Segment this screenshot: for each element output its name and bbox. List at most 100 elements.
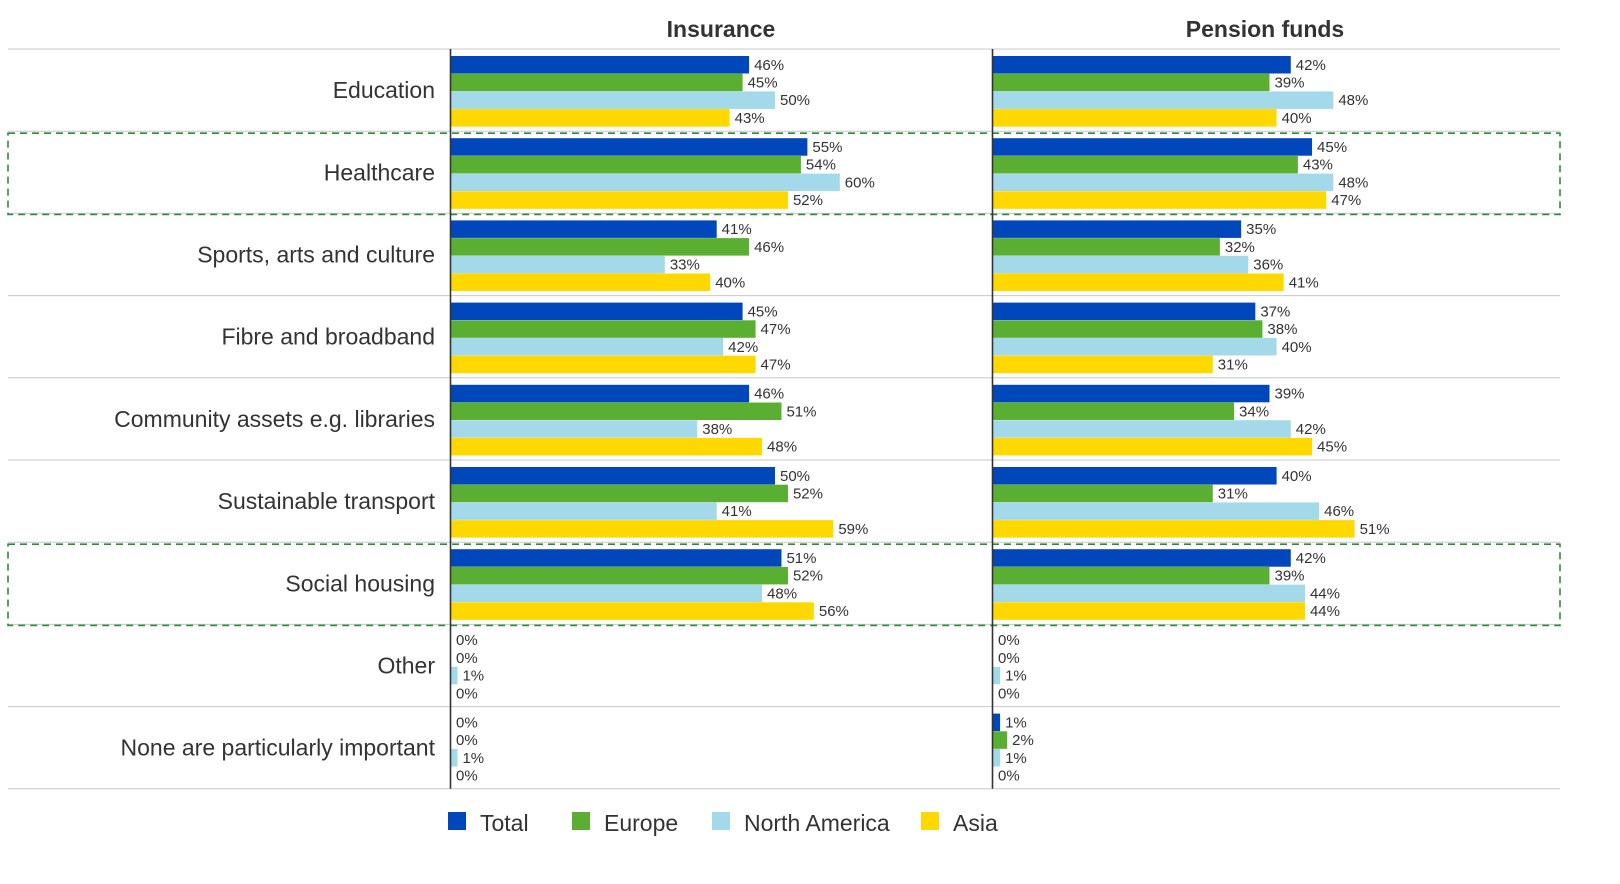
bar-insurance-sports-arts-and-culture-asia bbox=[451, 273, 711, 291]
value-label-insurance-social-housing-asia: 56% bbox=[819, 603, 849, 620]
value-labels: 46%55%41%45%46%50%51%0%0%45%54%46%47%51%… bbox=[456, 57, 1390, 785]
bar-pension-funds-sports-arts-and-culture-total bbox=[993, 220, 1242, 238]
value-label-pension-funds-other-europe: 0% bbox=[998, 650, 1020, 667]
bar-insurance-social-housing-north-america bbox=[451, 584, 763, 603]
bar-insurance-fibre-and-broadband-north-america bbox=[451, 338, 724, 356]
bar-pension-funds-social-housing-total bbox=[993, 549, 1291, 567]
bar-insurance-healthcare-asia bbox=[451, 191, 788, 209]
value-label-insurance-healthcare-asia: 52% bbox=[793, 192, 823, 209]
bar-pension-funds-none-are-particularly-important-north-america bbox=[993, 749, 1001, 767]
bar-insurance-education-asia bbox=[451, 109, 730, 127]
value-label-insurance-sports-arts-and-culture-total: 41% bbox=[722, 221, 752, 238]
bar-pension-funds-sustainable-transport-total bbox=[993, 467, 1277, 485]
value-label-pension-funds-community-assets-e-g-libraries-europe: 34% bbox=[1239, 403, 1269, 420]
value-label-pension-funds-sustainable-transport-europe: 31% bbox=[1218, 485, 1248, 502]
category-label-other: Other bbox=[377, 653, 435, 679]
value-label-insurance-fibre-and-broadband-total: 45% bbox=[748, 303, 778, 320]
bar-pension-funds-community-assets-e-g-libraries-europe bbox=[993, 402, 1235, 420]
value-label-pension-funds-fibre-and-broadband-asia: 31% bbox=[1218, 356, 1248, 373]
bar-pension-funds-sports-arts-and-culture-north-america bbox=[993, 255, 1249, 274]
value-label-pension-funds-healthcare-europe: 43% bbox=[1303, 157, 1333, 174]
panel-axes bbox=[449, 49, 994, 789]
category-label-healthcare: Healthcare bbox=[324, 159, 435, 185]
value-label-pension-funds-sustainable-transport-north-america: 46% bbox=[1324, 503, 1354, 520]
bar-pension-funds-none-are-particularly-important-total bbox=[993, 713, 1001, 732]
bar-insurance-sports-arts-and-culture-north-america bbox=[451, 255, 665, 274]
panel-titles: Insurance Pension funds bbox=[667, 16, 1345, 42]
bar-insurance-sustainable-transport-europe bbox=[451, 484, 788, 503]
value-label-pension-funds-other-total: 0% bbox=[998, 632, 1020, 649]
bar-insurance-social-housing-europe bbox=[451, 566, 788, 585]
legend-label-total: Total bbox=[480, 810, 529, 836]
value-label-pension-funds-sustainable-transport-total: 40% bbox=[1282, 468, 1312, 485]
bar-pension-funds-fibre-and-broadband-europe bbox=[993, 320, 1263, 338]
bar-pension-funds-social-housing-asia bbox=[993, 602, 1305, 620]
value-label-insurance-education-europe: 45% bbox=[748, 74, 778, 91]
value-label-pension-funds-sustainable-transport-asia: 51% bbox=[1360, 521, 1390, 538]
bar-insurance-healthcare-total bbox=[451, 138, 808, 156]
bar-pension-funds-education-asia bbox=[993, 109, 1277, 127]
bar-pension-funds-education-north-america bbox=[993, 91, 1334, 109]
value-label-pension-funds-sports-arts-and-culture-europe: 32% bbox=[1225, 239, 1255, 256]
bar-insurance-community-assets-e-g-libraries-asia bbox=[451, 437, 763, 456]
bar-insurance-community-assets-e-g-libraries-total bbox=[451, 384, 750, 403]
value-label-insurance-healthcare-europe: 54% bbox=[806, 157, 836, 174]
bar-pension-funds-sustainable-transport-north-america bbox=[993, 502, 1320, 520]
bar-insurance-fibre-and-broadband-asia bbox=[451, 355, 756, 374]
bar-insurance-community-assets-e-g-libraries-north-america bbox=[451, 420, 698, 438]
value-label-pension-funds-community-assets-e-g-libraries-total: 39% bbox=[1275, 386, 1305, 403]
value-label-insurance-education-north-america: 50% bbox=[780, 92, 810, 109]
bars bbox=[451, 56, 1355, 767]
bar-pension-funds-sustainable-transport-europe bbox=[993, 484, 1213, 503]
value-label-insurance-sustainable-transport-europe: 52% bbox=[793, 485, 823, 502]
bar-pension-funds-fibre-and-broadband-asia bbox=[993, 355, 1213, 374]
category-label-none-are-particularly-important: None are particularly important bbox=[121, 735, 436, 761]
legend-label-north-america: North America bbox=[744, 810, 890, 836]
value-label-insurance-sports-arts-and-culture-europe: 46% bbox=[754, 239, 784, 256]
bar-pension-funds-education-europe bbox=[993, 73, 1270, 92]
value-label-insurance-social-housing-north-america: 48% bbox=[767, 585, 797, 602]
category-label-education: Education bbox=[333, 77, 435, 103]
value-label-pension-funds-other-asia: 0% bbox=[998, 685, 1020, 702]
bar-insurance-other-north-america bbox=[451, 666, 458, 685]
value-label-pension-funds-fibre-and-broadband-north-america: 40% bbox=[1282, 339, 1312, 356]
bar-insurance-sports-arts-and-culture-europe bbox=[451, 238, 750, 256]
bar-insurance-fibre-and-broadband-europe bbox=[451, 320, 756, 338]
bar-pension-funds-healthcare-asia bbox=[993, 191, 1327, 209]
bar-pension-funds-community-assets-e-g-libraries-asia bbox=[993, 437, 1313, 456]
value-label-insurance-sports-arts-and-culture-asia: 40% bbox=[715, 274, 745, 291]
legend-label-europe: Europe bbox=[604, 810, 678, 836]
bar-pension-funds-healthcare-total bbox=[993, 138, 1313, 156]
bar-insurance-fibre-and-broadband-total bbox=[451, 302, 743, 321]
value-label-pension-funds-sports-arts-and-culture-asia: 41% bbox=[1289, 274, 1319, 291]
bar-pension-funds-social-housing-europe bbox=[993, 566, 1270, 585]
bar-pension-funds-community-assets-e-g-libraries-total bbox=[993, 384, 1270, 403]
value-label-pension-funds-education-asia: 40% bbox=[1282, 110, 1312, 127]
value-label-pension-funds-sports-arts-and-culture-total: 35% bbox=[1246, 221, 1276, 238]
value-label-pension-funds-education-europe: 39% bbox=[1275, 74, 1305, 91]
value-label-pension-funds-education-north-america: 48% bbox=[1338, 92, 1368, 109]
value-label-pension-funds-community-assets-e-g-libraries-asia: 45% bbox=[1317, 439, 1347, 456]
value-label-insurance-education-total: 46% bbox=[754, 57, 784, 74]
legend-label-asia: Asia bbox=[953, 810, 998, 836]
value-label-pension-funds-none-are-particularly-important-asia: 0% bbox=[998, 767, 1020, 784]
bar-pension-funds-sports-arts-and-culture-asia bbox=[993, 273, 1284, 291]
legend-swatch-total bbox=[448, 812, 466, 830]
value-label-pension-funds-social-housing-asia: 44% bbox=[1310, 603, 1340, 620]
bar-insurance-healthcare-europe bbox=[451, 155, 801, 174]
value-label-pension-funds-sports-arts-and-culture-north-america: 36% bbox=[1253, 257, 1283, 274]
bar-insurance-none-are-particularly-important-north-america bbox=[451, 749, 458, 767]
value-label-pension-funds-education-total: 42% bbox=[1296, 57, 1326, 74]
bar-pension-funds-social-housing-north-america bbox=[993, 584, 1305, 603]
value-label-insurance-community-assets-e-g-libraries-asia: 48% bbox=[767, 439, 797, 456]
bar-pension-funds-fibre-and-broadband-north-america bbox=[993, 338, 1277, 356]
bar-insurance-sustainable-transport-asia bbox=[451, 520, 834, 538]
bar-pension-funds-other-north-america bbox=[993, 666, 1001, 685]
value-label-insurance-education-asia: 43% bbox=[735, 110, 765, 127]
value-label-insurance-none-are-particularly-important-asia: 0% bbox=[456, 767, 478, 784]
category-label-sports-arts-and-culture: Sports, arts and culture bbox=[197, 242, 435, 268]
value-label-insurance-fibre-and-broadband-north-america: 42% bbox=[728, 339, 758, 356]
panel-title-pension-funds: Pension funds bbox=[1186, 16, 1344, 42]
bar-insurance-community-assets-e-g-libraries-europe bbox=[451, 402, 782, 420]
